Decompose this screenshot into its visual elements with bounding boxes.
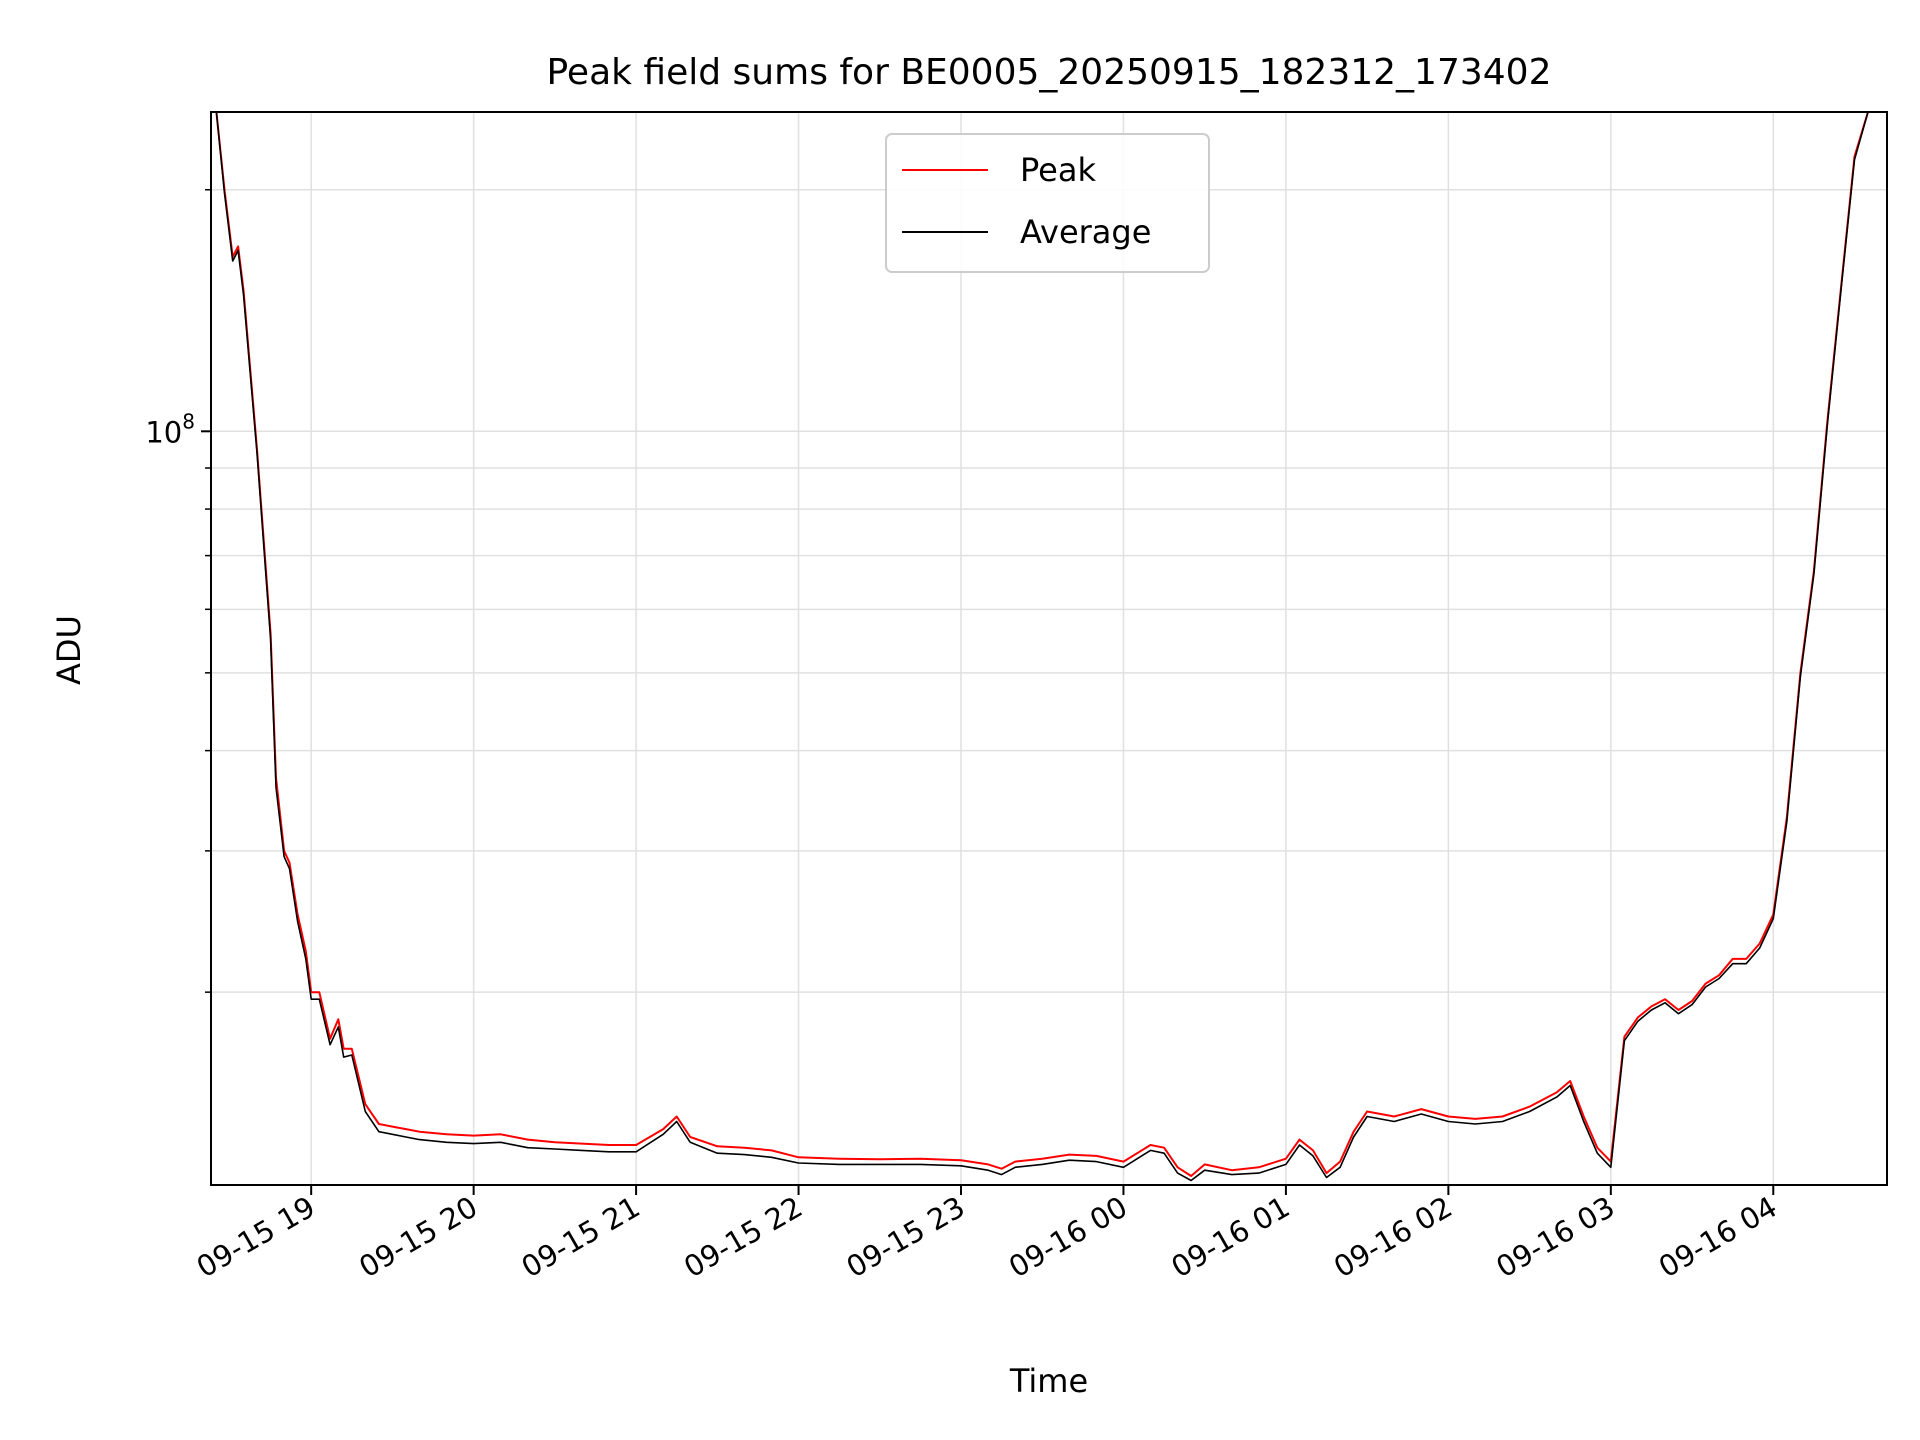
plot-area-frame bbox=[210, 111, 1888, 1186]
x-axis-label: Time bbox=[1009, 1362, 1088, 1400]
legend: Peak Average bbox=[885, 133, 1210, 273]
y-tick-label: 108 bbox=[145, 409, 195, 449]
legend-label-average: Average bbox=[1020, 213, 1151, 251]
series-layer bbox=[211, 112, 1887, 1182]
y-axis-label: ADU bbox=[50, 615, 88, 685]
series-line-average bbox=[211, 112, 1887, 1182]
series-line-peak bbox=[211, 112, 1887, 1177]
grid-layer bbox=[211, 112, 1887, 1185]
legend-box bbox=[885, 133, 1210, 273]
legend-label-peak: Peak bbox=[1020, 151, 1096, 189]
chart-title: Peak field sums for BE0005_20250915_1823… bbox=[547, 52, 1552, 93]
